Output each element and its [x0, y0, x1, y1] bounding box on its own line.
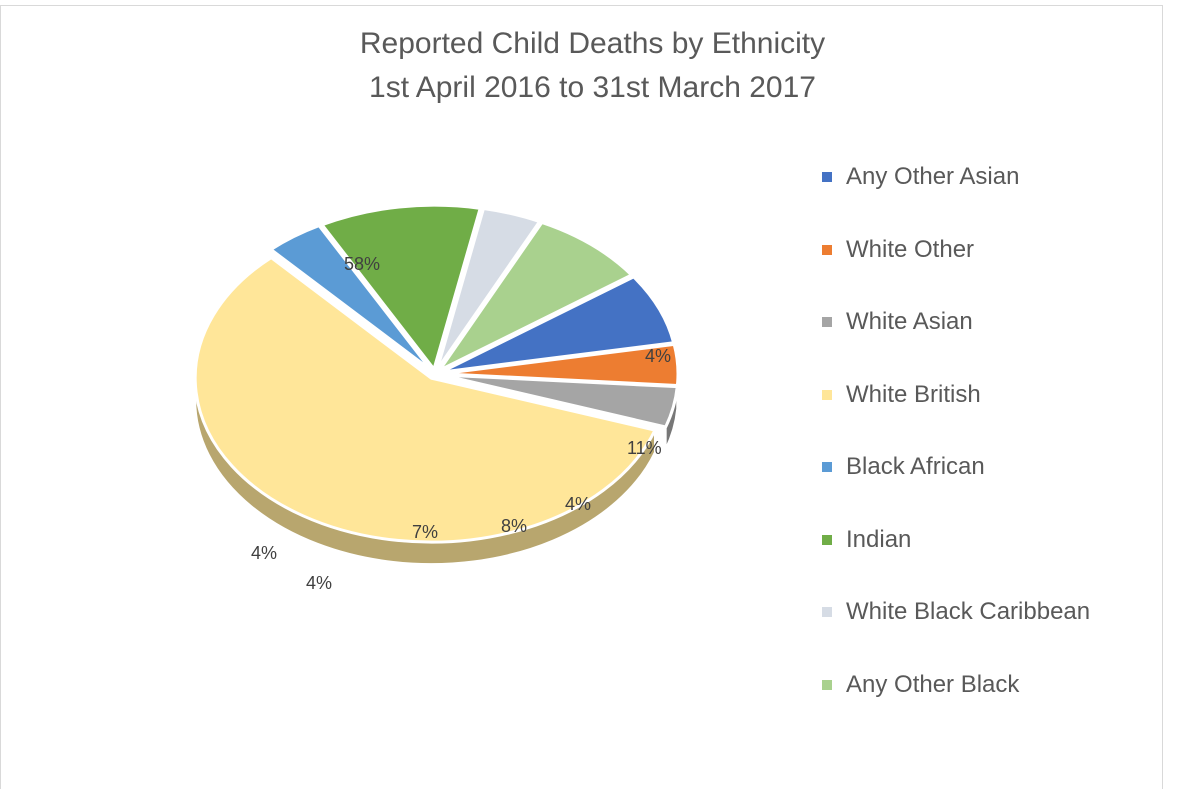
legend-label: White Other [846, 235, 975, 263]
legend-swatch [822, 534, 832, 545]
legend-label: White Asian [846, 308, 973, 336]
legend-item: White Asian [822, 286, 1162, 359]
data-label: 11% [627, 438, 662, 458]
chart-title-line-2: 1st April 2016 to 31st March 2017 [369, 71, 816, 104]
pie-slice [438, 220, 634, 372]
data-label: 4% [645, 346, 671, 366]
legend-swatch [822, 679, 832, 690]
legend-item: Any Other Black [822, 649, 1162, 722]
data-label: 4% [565, 494, 591, 514]
pie-slice [439, 275, 676, 374]
chart-area [0, 5, 1163, 789]
legend-item: White British [822, 359, 1162, 432]
data-label: 8% [501, 516, 527, 536]
legend-label: Any Other Asian [846, 163, 1020, 191]
legend-swatch [822, 317, 832, 328]
pie-slice [320, 203, 482, 371]
legend-label: White Black Caribbean [846, 598, 1091, 626]
legend-label: Any Other Black [846, 670, 1020, 698]
data-label: 4% [251, 543, 277, 563]
legend-swatch [822, 244, 832, 255]
legend-label: Indian [846, 525, 912, 553]
legend-item: Any Other Asian [822, 141, 1162, 214]
pie-slice [193, 256, 657, 544]
legend-label: Black African [846, 453, 985, 481]
pie-slice [435, 207, 542, 371]
legend-swatch [822, 389, 832, 400]
chart-legend: Any Other Asian White Other White Asian Whi… [822, 141, 1162, 721]
chart-title: Reported Child Deaths by Ethnicity 1st A… [0, 22, 1179, 110]
legend-item: Black African [822, 431, 1162, 504]
pie-slice [269, 224, 433, 372]
legend-item: White Black Caribbean [822, 576, 1162, 649]
legend-swatch [822, 172, 832, 183]
legend-swatch [822, 607, 832, 618]
chart-title-line-1: Reported Child Deaths by Ethnicity [359, 27, 826, 60]
legend-swatch [822, 462, 832, 473]
legend-label: White British [846, 380, 981, 408]
pie-slice [440, 373, 679, 429]
legend-item: White Other [822, 214, 1162, 287]
data-label: 4% [306, 573, 332, 593]
data-label: 7% [412, 522, 438, 542]
data-label: 58% [344, 254, 380, 274]
legend-item: Indian [822, 504, 1162, 577]
